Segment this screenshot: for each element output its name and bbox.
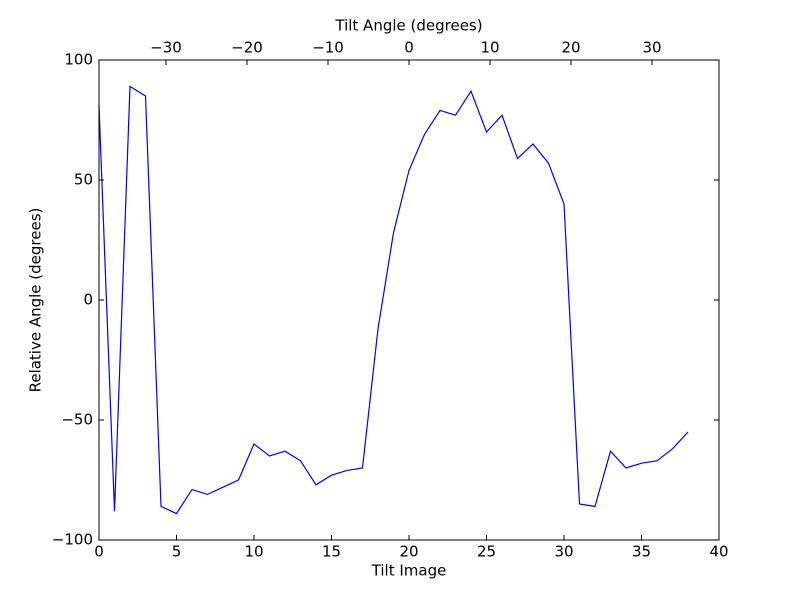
y-tick-label: −100 <box>52 531 93 549</box>
x-tick-label: 25 <box>477 543 496 561</box>
y-tick-label: 100 <box>64 51 93 69</box>
x-tick-label: 5 <box>172 543 182 561</box>
x-tick-label: 20 <box>399 543 418 561</box>
y-tick-label: 50 <box>74 171 93 189</box>
x-tick-label: 10 <box>244 543 263 561</box>
x-axis-label: Tilt Image <box>371 562 447 580</box>
y-tick-label: 0 <box>83 291 93 309</box>
x2-tick-label: 20 <box>561 39 580 57</box>
x2-tick-label: 30 <box>642 39 661 57</box>
x-tick-label: 40 <box>709 543 728 561</box>
data-line <box>98 85 689 515</box>
x-tick-label: 0 <box>94 543 104 561</box>
y-tick-label: −50 <box>61 411 93 429</box>
x2-tick-label: −20 <box>231 39 263 57</box>
x2-tick-label: −10 <box>312 39 344 57</box>
x-tick-label: 30 <box>554 543 573 561</box>
y-axis-label: Relative Angle (degrees) <box>27 208 45 393</box>
x2-tick-label: 0 <box>404 39 414 57</box>
x-tick-label: 15 <box>322 543 341 561</box>
x2-tick-label: −30 <box>150 39 182 57</box>
x2-tick-label: 10 <box>480 39 499 57</box>
x-tick-label: 35 <box>632 543 651 561</box>
x2-axis-label: Tilt Angle (degrees) <box>334 17 482 35</box>
